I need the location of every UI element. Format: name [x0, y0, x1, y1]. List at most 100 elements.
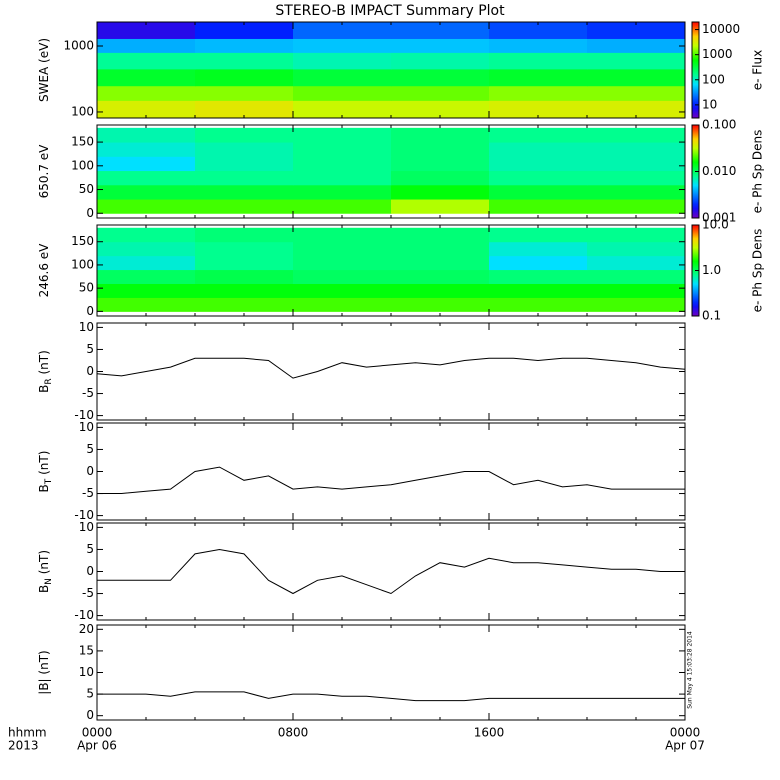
y-axis-label: 650.7 eV	[37, 144, 51, 199]
x-tick-label: 0000	[670, 726, 701, 740]
heatmap-cell	[293, 227, 392, 243]
heatmap-cell	[195, 170, 294, 186]
heatmap-cell	[97, 255, 196, 271]
heatmap-cell	[195, 68, 294, 87]
heatmap-cell	[293, 283, 392, 298]
y-tick-label: 150	[71, 234, 94, 248]
y-tick-label: 1000	[63, 38, 94, 52]
y-tick-label: 150	[71, 135, 94, 149]
heatmap-cell	[489, 283, 588, 298]
heatmap-cell	[489, 184, 588, 200]
y-tick-label: 0	[86, 364, 94, 378]
heatmap-cell	[391, 68, 490, 87]
heatmap-cell	[391, 85, 490, 101]
y-tick-label: 10	[79, 665, 94, 679]
heatmap-cell	[489, 100, 588, 119]
y-tick-label: -5	[82, 386, 94, 400]
heatmap-cell	[391, 199, 490, 214]
heatmap-cell	[97, 199, 196, 214]
heatmap-cell	[587, 22, 686, 39]
heatmap-cell	[391, 170, 490, 186]
heatmap-cell	[97, 170, 196, 186]
heatmap-cell	[587, 283, 686, 298]
plot-title: STEREO-B IMPACT Summary Plot	[275, 3, 505, 19]
panel-frame	[96, 624, 686, 721]
heatmap-cell	[587, 170, 686, 186]
data-line	[97, 691, 685, 702]
y-tick-label: 0	[86, 564, 94, 578]
heatmap-cell	[391, 52, 490, 70]
colorbar-tick-label: 1.0	[702, 263, 721, 277]
heatmap-cell	[195, 100, 294, 119]
heatmap-cell	[489, 297, 588, 312]
heatmap-cell	[391, 100, 490, 119]
heatmap-cell	[293, 170, 392, 186]
heatmap-cell	[97, 68, 196, 87]
heatmap-cell	[293, 269, 392, 284]
heatmap-cell	[489, 255, 588, 271]
heatmap-cell	[587, 255, 686, 271]
heatmap-cell	[97, 52, 196, 70]
y-tick-label: 100	[71, 257, 94, 271]
timestamp: Sun May 4 15:03:28 2014	[687, 631, 694, 709]
heatmap-cell	[587, 142, 686, 157]
heatmap-cell	[97, 127, 196, 143]
heatmap-cell	[587, 68, 686, 87]
panel-frame	[96, 422, 686, 521]
heatmap-cell	[489, 38, 588, 53]
y-tick-label: 0	[86, 708, 94, 722]
heatmap-cell	[489, 52, 588, 70]
panel-frame	[96, 322, 686, 421]
data-line	[97, 466, 685, 494]
y-tick-label: 5	[86, 542, 94, 556]
heatmap-cell	[391, 38, 490, 53]
heatmap-cell	[587, 85, 686, 101]
y-axis-label-part: (nT)	[37, 350, 51, 378]
y-axis-label-part: 650.7 eV	[37, 144, 51, 199]
heatmap-cell	[587, 127, 686, 143]
y-axis-label-part: (nT)	[37, 451, 51, 479]
colorbar-tick-label: 10.0	[702, 218, 729, 232]
y-tick-label: -10	[74, 508, 94, 522]
heatmap-cell	[391, 227, 490, 243]
heatmap-cell	[391, 156, 490, 172]
y-axis-label-part: SWEA (eV)	[37, 38, 51, 102]
heatmap-cell	[195, 269, 294, 284]
heatmap-cell	[97, 227, 196, 243]
heatmap-cell	[391, 297, 490, 312]
y-axis-label: BR (nT)	[37, 350, 54, 393]
y-tick-label: 50	[79, 182, 94, 196]
y-tick-label: 20	[79, 622, 94, 636]
colorbar-tick-label: 1000	[702, 47, 733, 61]
heatmap-cell	[587, 156, 686, 172]
heatmap-cell	[97, 184, 196, 200]
colorbar-label: e- Flux	[751, 50, 765, 90]
y-tick-label: 0	[86, 464, 94, 478]
y-tick-label: 5	[86, 342, 94, 356]
heatmap-cell	[391, 22, 490, 39]
heatmap-cell	[97, 283, 196, 298]
y-tick-label: 10	[79, 520, 94, 534]
heatmap-cell	[489, 22, 588, 39]
x-date-label: Apr 07	[665, 739, 705, 753]
panel-frame	[96, 522, 686, 621]
heatmap-cell	[489, 156, 588, 172]
heatmap-cell	[195, 241, 294, 257]
heatmap-cell	[587, 184, 686, 200]
colorbar	[691, 21, 700, 119]
heatmap-cell	[293, 241, 392, 257]
heatmap-cell	[489, 127, 588, 143]
y-axis-label: |B| (nT)	[37, 650, 51, 694]
colorbar-tick-label: 0.010	[702, 164, 736, 178]
heatmap-cell	[489, 142, 588, 157]
heatmap-cell	[293, 22, 392, 39]
y-tick-label: 50	[79, 281, 94, 295]
heatmap-cell	[195, 199, 294, 214]
heatmap-cell	[587, 241, 686, 257]
heatmap-cell	[587, 38, 686, 53]
y-axis-label-part: B	[37, 585, 51, 593]
y-tick-label: 15	[79, 643, 94, 657]
heatmap-cell	[97, 241, 196, 257]
heatmap-cell	[195, 85, 294, 101]
heatmap-cell	[293, 52, 392, 70]
